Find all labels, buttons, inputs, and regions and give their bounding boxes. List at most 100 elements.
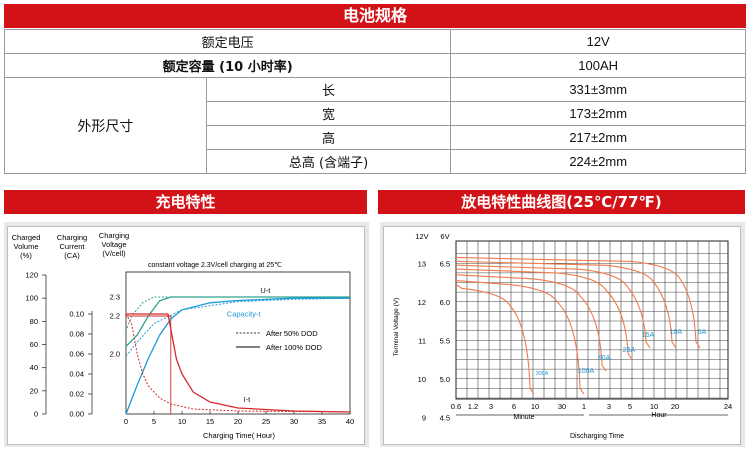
header-12v: 12V [415,232,428,241]
curve-label: 15A [642,332,655,339]
discharge-curve [455,268,633,360]
charge-chart: Charged Volume (%) Charging Current (CA)… [12,231,355,440]
discharge-curve [455,274,607,372]
spec-value: 12V [450,29,746,54]
spec-row-voltage: 额定电压 12V [3,29,746,54]
spec-label: 额定电压 [3,29,452,54]
volume-tick-label: 60 [30,340,38,349]
volume-tick-label: 120 [25,271,38,280]
charge-section-title: 充电特性 [4,190,367,214]
spec-table: 额定电压 12V 额定容量 (10 小时率) 100AH 外形尺寸 长 331±… [3,29,746,174]
x-tick-label: 5 [628,402,632,411]
tick-6v: 4.5 [440,413,450,422]
hour-label: Hour [651,412,667,419]
current-tick-label: 0.04 [69,370,84,379]
capacity-label: Capacity-t [227,310,262,319]
spec-value: 217±2mm [450,125,746,150]
voltage-axis-header: (V/cell) [102,249,126,258]
x-tick-label: 30 [558,402,566,411]
voltage-axis-header: Charging [99,231,129,240]
spec-value: 224±2mm [450,149,746,174]
current-axis-header: Current [59,242,85,251]
x-tick-label: 5 [152,417,156,426]
curve-label: 10A [670,329,683,336]
x-tick-label: 30 [290,417,298,426]
discharge-section-title: 放电特性曲线图(25℃/77℉) [378,190,745,214]
voltage-curve [125,296,350,347]
volume-tick-label: 80 [30,317,38,326]
volume-axis-header: Charged [12,233,41,242]
discharge-xlabel: Discharging Time [570,433,624,440]
current-axis-header: (CA) [64,251,80,260]
discharge-curve [455,280,585,395]
legend-dashed-label: After 50% DOD [266,329,318,338]
volume-axis-header: (%) [20,251,32,260]
x-tick-label: 20 [671,402,679,411]
volume-tick-label: 0 [34,410,38,419]
spec-value: 173±2mm [450,101,746,126]
current-tick-label: 0.00 [69,410,84,419]
x-tick-label: 25 [262,417,270,426]
discharge-section-title-text: 放电特性曲线图(25℃/77℉) [461,193,662,211]
curve-label: 300A [536,371,549,377]
curve-label: 5A [698,329,707,336]
spec-row-total-height: 总高 (含端子) 224±2mm [5,149,746,174]
x-tick-label: 35 [318,417,326,426]
tick-12v: 12 [418,298,426,307]
voltage-axis-header: Voltage [101,240,126,249]
spec-row-capacity: 额定容量 (10 小时率) 100AH [3,53,746,78]
ut-label: U-t [260,286,271,295]
x-tick-label: 1.2 [468,402,478,411]
discharge-curve [455,256,701,349]
discharge-ylabel: Terminal Voltage (V) [393,298,400,357]
minute-label: Minute [513,414,534,421]
spec-label: 长 [205,77,452,102]
tick-6v: 5.0 [440,375,450,384]
spec-label: 高 [205,125,452,150]
tick-12v: 10 [418,375,426,384]
x-tick-label: 6 [512,402,516,411]
curve-label: 25A [623,347,636,354]
page-title-text: 电池规格 [342,6,407,25]
curve-label: 100A [578,368,595,375]
spec-value: 100AH [450,53,746,78]
discharge-curve [455,264,651,349]
x-tick-label: 20 [234,417,242,426]
tick-6v: 6.0 [440,298,450,307]
tick-12v: 13 [418,259,426,268]
current-curve-dashed [125,313,351,413]
it-label: I-t [244,395,252,404]
spec-row-width: 宽 173±2mm [5,101,746,126]
volume-tick-label: 100 [25,294,38,303]
voltage-tick-label: 2.3 [110,293,120,302]
voltage-tick-label: 2.2 [110,312,120,321]
volume-tick-label: 40 [30,363,38,372]
current-tick-label: 0.02 [69,390,84,399]
charge-chart-panel: Charged Volume (%) Charging Current (CA)… [4,222,369,447]
legend-solid-label: After 100% DOD [266,343,322,352]
charge-note: constant voltage 2.3V/cell charging at 2… [148,262,282,269]
x-tick-label: 0.6 [451,402,461,411]
current-curve [126,313,351,413]
page-title: 电池规格 [4,4,746,28]
current-tick-label: 0.06 [69,350,84,359]
x-tick-label: 10 [531,402,539,411]
discharge-chart-area: 12V 6V Terminal Voltage (V) 13 12 11 10 9 6.5… [383,226,741,445]
tick-12v: 11 [418,336,426,345]
x-tick-label: 0 [124,417,128,426]
tick-12v: 9 [422,413,426,422]
x-tick-label: 3 [489,402,493,411]
charge-chart-area: Charged Volume (%) Charging Current (CA)… [7,226,365,445]
discharge-curve [455,260,677,349]
spec-group-label: 外形尺寸 [4,77,207,174]
discharge-chart: 12V 6V Terminal Voltage (V) 1312111096.5… [393,232,732,440]
curve-label: 60A [598,355,611,362]
current-tick-label: 0.08 [69,330,84,339]
spec-label: 额定容量 (10 小时率) [3,53,452,78]
capacity-curve [125,297,350,415]
tick-6v: 6.5 [440,259,450,268]
tick-6v: 5.5 [440,336,450,345]
spec-label: 总高 (含端子) [205,149,452,174]
x-tick-label: 24 [724,402,732,411]
current-axis-header: Charging [57,233,87,242]
